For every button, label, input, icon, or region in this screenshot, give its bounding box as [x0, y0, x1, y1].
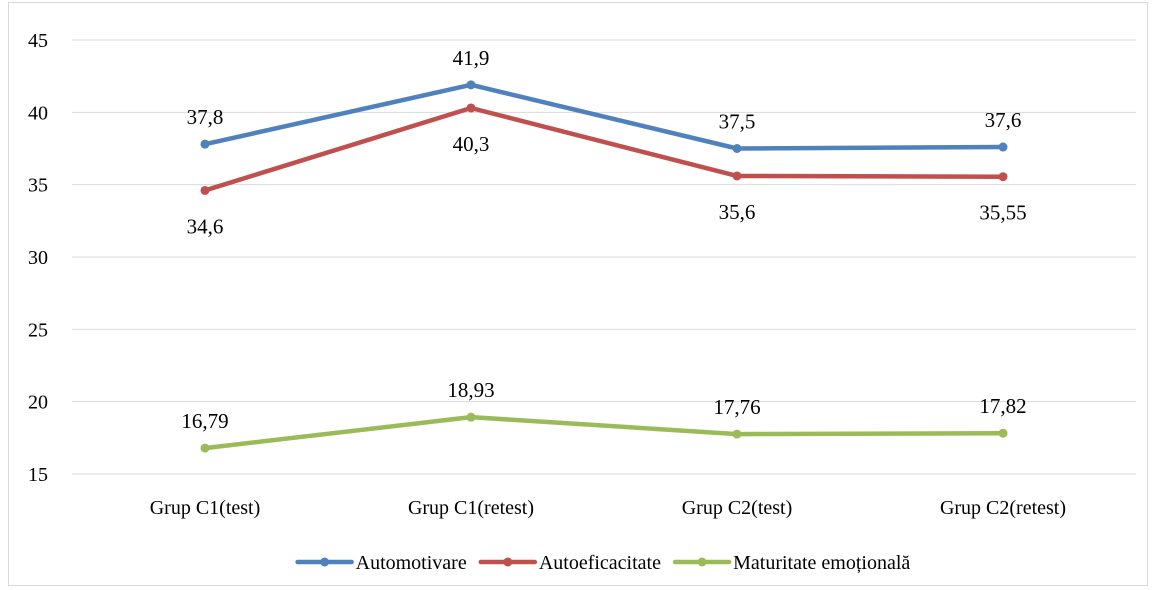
series-2-point-1	[466, 412, 476, 422]
series-layer	[200, 80, 1008, 453]
data-label-1-0: 34,6	[187, 214, 224, 238]
series-2-point-2	[732, 429, 742, 439]
legend-item-0: Automotivare	[295, 552, 467, 574]
legend-item-2: Maturitate emoțională	[672, 552, 910, 574]
series-1	[200, 103, 1008, 195]
series-line-2	[202, 414, 1006, 451]
series-2-point-0	[200, 443, 210, 453]
data-label-2-0: 16,79	[181, 409, 228, 433]
series-line-0	[202, 82, 1006, 151]
legend: Automotivare Autoeficacitate Maturitate em…	[295, 552, 910, 574]
y-tick-label-45: 45	[28, 30, 48, 52]
y-tick-label-30: 30	[28, 247, 48, 269]
series-line-1	[202, 105, 1006, 193]
y-tick-label-40: 40	[28, 102, 48, 124]
legend-swatch-marker-2	[697, 557, 707, 567]
x-category-label-3: Grup C2(retest)	[940, 497, 1066, 519]
data-label-1-3: 35,55	[979, 201, 1026, 225]
x-category-label-2: Grup C2(test)	[682, 497, 793, 519]
y-axis-ticks: 15 20 25 30 35 40 45	[28, 30, 48, 486]
data-label-2-3: 17,82	[979, 394, 1026, 418]
series-0	[200, 80, 1008, 153]
data-label-0-0: 37,8	[187, 105, 224, 129]
chart-frame	[8, 2, 1148, 586]
y-tick-label-25: 25	[28, 319, 48, 341]
series-1-point-1	[466, 103, 476, 113]
x-axis-categories: Grup C1(test) Grup C1(retest) Grup C2(test…	[150, 497, 1066, 519]
data-label-0-3: 37,6	[985, 108, 1022, 132]
y-tick-label-20: 20	[28, 392, 48, 414]
data-label-2-2: 17,76	[713, 395, 760, 419]
legend-label-0: Automotivare	[356, 552, 467, 574]
series-1-point-0	[200, 185, 210, 195]
legend-swatch-marker-0	[320, 557, 330, 567]
data-labels: 37,8 41,9 37,5 37,6 34,6 40,3 35,6 35,55 16,79 18…	[181, 46, 1026, 433]
grid-layer	[72, 39, 1136, 475]
y-tick-label-15: 15	[28, 464, 48, 486]
series-2	[200, 412, 1008, 453]
x-category-label-0: Grup C1(test)	[150, 497, 261, 519]
series-0-point-1	[466, 80, 476, 90]
legend-label-1: Autoeficacitate	[539, 552, 661, 574]
series-0-point-3	[998, 142, 1008, 152]
series-2-point-3	[998, 428, 1008, 438]
legend-item-1: Autoeficacitate	[478, 552, 661, 574]
series-1-point-2	[732, 171, 742, 181]
legend-label-2: Maturitate emoțională	[733, 552, 910, 574]
data-label-2-1: 18,93	[447, 378, 494, 402]
series-1-point-3	[998, 172, 1008, 182]
data-label-1-1: 40,3	[453, 132, 490, 156]
data-label-1-2: 35,6	[719, 200, 756, 224]
y-tick-label-35: 35	[28, 175, 48, 197]
x-category-label-1: Grup C1(retest)	[408, 497, 534, 519]
legend-swatch-marker-1	[503, 557, 513, 567]
series-0-point-0	[200, 139, 210, 149]
data-label-0-1: 41,9	[453, 46, 490, 70]
data-label-0-2: 37,5	[719, 110, 756, 134]
series-0-point-2	[732, 144, 742, 153]
